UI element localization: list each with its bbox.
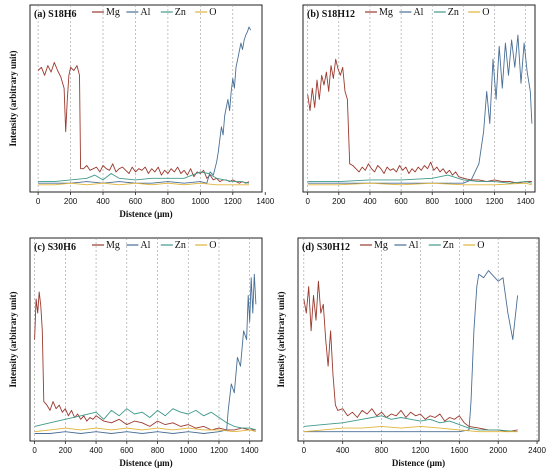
panel-d-xtick-label: 1200 <box>412 446 430 455</box>
panel-c-xtick-label: 1200 <box>210 446 228 455</box>
panel-a-xtick-label: 200 <box>64 197 78 206</box>
panel-b-frame <box>302 4 536 193</box>
panel-d-series-mg <box>303 280 518 433</box>
panel-a-xtick-label: 600 <box>129 197 143 206</box>
panel-d-legend-label-zn: Zn <box>443 240 454 251</box>
panel-a-frame <box>29 4 263 193</box>
panel-c-series-mg <box>34 291 256 431</box>
panel-b-xtick-label: 0 <box>305 197 310 206</box>
panel-d-series-zn <box>303 415 518 433</box>
panel-b-title: (b) S18H12 <box>307 9 355 20</box>
panel-b-xtick-label: 200 <box>332 197 346 206</box>
panel-b-xtick-label: 800 <box>426 197 440 206</box>
panel-a-xtick-label: 0 <box>36 197 41 206</box>
panel-a-xtick-label: 1200 <box>224 197 242 206</box>
panel-c-ylabel: Intensity (arbitrary unit) <box>8 292 18 388</box>
panel-c: 0 200 400 600 800 1000 1200 1400 (c) S30H6 Mg Al Zn… <box>8 237 263 468</box>
panel-a-legend: Mg Al Zn O <box>92 7 216 18</box>
panel-a-series-mg <box>37 61 250 184</box>
panel-a-series-zn <box>38 171 250 184</box>
panel-a-legend-label-zn: Zn <box>175 7 186 18</box>
panel-c-legend-label-zn: Zn <box>175 240 186 251</box>
panel-a-title: (a) S18H6 <box>34 9 77 20</box>
panel-c-legend-label-al: Al <box>140 240 150 251</box>
panel-a-xtick-label: 400 <box>96 197 110 206</box>
panel-d-series-al <box>303 270 519 433</box>
panel-d-ylabel: Intensity (arbitrary unit) <box>276 292 286 388</box>
panel-d-frame <box>297 237 540 442</box>
panel-d-xtick-label: 1600 <box>450 446 468 455</box>
panel-c-series-al <box>34 273 257 434</box>
panel-c-xlabel: Distence (μm) <box>119 458 172 468</box>
panel-a-xtick-label: 1400 <box>256 197 274 206</box>
panel-c-legend: Mg Al Zn O <box>92 240 216 251</box>
panel-d-xtick-label: 2000 <box>489 446 507 455</box>
panel-d-legend-label-al: Al <box>408 240 418 251</box>
panel-b-series-mg <box>307 58 532 184</box>
panel-b-legend-label-al: Al <box>413 7 423 18</box>
panel-c-legend-label-mg: Mg <box>106 240 120 251</box>
panel-a-series-al <box>38 26 252 184</box>
panel-d-legend-label-mg: Mg <box>374 240 388 251</box>
panel-d-xlabel: Distence (μm) <box>392 458 445 468</box>
panel-a-legend-label-o: O <box>209 7 216 18</box>
panel-b-legend-label-mg: Mg <box>379 7 393 18</box>
panel-a-legend-label-mg: Mg <box>106 7 120 18</box>
panel-b-xtick-label: 600 <box>394 197 408 206</box>
panel-d-xtick-label: 0 <box>302 446 307 455</box>
panel-a-ylabel: Intensity (arbitrary unit) <box>8 51 18 147</box>
panel-c-xtick-label: 200 <box>59 446 73 455</box>
panel-b: 0 200 400 600 800 1000 1200 1400 (b) S18H12 Mg Al Z… <box>302 4 536 206</box>
panel-d-series-o <box>303 425 518 433</box>
panel-c-xtick-label: 800 <box>151 446 165 455</box>
panel-b-series-o <box>307 182 533 186</box>
panel-b-xtick-label: 1000 <box>454 197 472 206</box>
panel-d-xtick-label: 400 <box>336 446 350 455</box>
panel-a-xtick-label: 800 <box>161 197 175 206</box>
panel-c-xtick-label: 400 <box>89 446 103 455</box>
panel-c-xtick-label: 600 <box>120 446 134 455</box>
panel-b-legend: Mg Al Zn O <box>365 7 489 18</box>
panel-d-xtick-label: 800 <box>375 446 389 455</box>
panel-c-xtick-label: 1000 <box>179 446 197 455</box>
panel-b-xtick-label: 400 <box>363 197 377 206</box>
panel-b-series-al <box>307 34 533 184</box>
panel-c-xtick-label: 0 <box>32 446 37 455</box>
panel-b-series-zn <box>307 174 533 184</box>
panel-c-xtick-label: 1400 <box>241 446 259 455</box>
panel-b-xtick-label: 1200 <box>486 197 504 206</box>
panel-d-xtick-label: 2400 <box>528 446 546 455</box>
panel-c-frame <box>29 237 263 442</box>
panel-d-title: (d) S30H12 <box>302 242 350 253</box>
panel-b-legend-label-o: O <box>482 7 489 18</box>
panel-d: 0 400 800 1200 1600 2000 2400 (d) S30H12 Mg Al Zn O… <box>276 237 547 468</box>
panel-c-series-zn <box>34 408 257 431</box>
panel-c-legend-label-o: O <box>209 240 216 251</box>
panel-d-legend: Mg Al Zn O <box>360 240 484 251</box>
panel-d-legend-label-o: O <box>477 240 484 251</box>
panel-b-legend-label-zn: Zn <box>448 7 459 18</box>
panel-a: 0 200 400 600 800 1000 1200 1400 (a) S18H6 Mg Al Zn… <box>8 4 275 219</box>
panel-c-series-o <box>34 427 257 433</box>
panel-a-xlabel: Distence (μm) <box>119 209 172 219</box>
panel-a-legend-label-al: Al <box>140 7 150 18</box>
panel-c-title: (c) S30H6 <box>34 242 76 253</box>
panel-a-series-o <box>38 182 249 186</box>
panel-a-xtick-label: 1000 <box>191 197 209 206</box>
panel-b-xtick-label: 1400 <box>517 197 535 206</box>
